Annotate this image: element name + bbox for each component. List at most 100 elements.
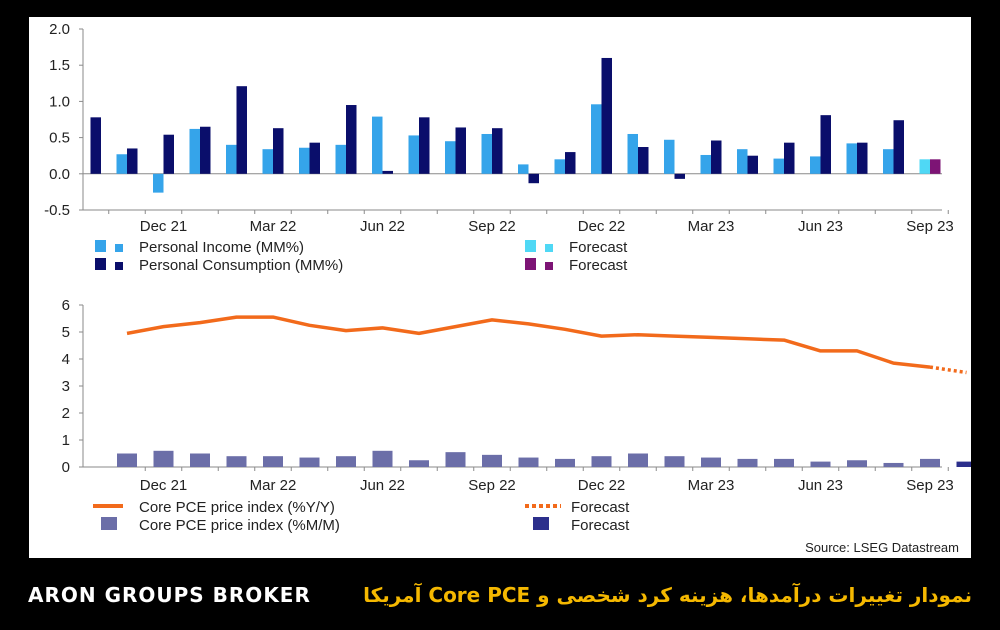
legend-label: Personal Consumption (MM%) xyxy=(139,257,343,274)
legend-label: Personal Income (MM%) xyxy=(139,239,304,256)
bar-income xyxy=(737,149,748,174)
bar-core-mm xyxy=(883,462,904,467)
y-tick-label: 2 xyxy=(62,405,70,422)
bar-income xyxy=(189,128,200,174)
bar-core-mm xyxy=(664,456,685,467)
bar-core-mm xyxy=(226,456,247,467)
bar-core-mm xyxy=(482,454,502,467)
bar-income xyxy=(445,141,456,174)
bar-consumption xyxy=(236,86,247,174)
legend-swatch xyxy=(533,517,549,530)
bar-income xyxy=(153,173,164,193)
chart-panel: 2.0 1.5 1.0 0.5 0.0 -0.5 Dec 21 Mar 22 Jun 22 Sep… xyxy=(29,17,971,558)
bar-core-mm xyxy=(336,456,356,467)
bar-core-mm xyxy=(190,453,210,467)
legend-label: Core PCE price index (%M/M) xyxy=(139,517,340,534)
bar-income xyxy=(846,143,857,174)
bar-core-mm xyxy=(628,453,648,467)
bar-income xyxy=(554,159,565,174)
x-tick-label: Sep 22 xyxy=(468,477,516,494)
x-tick-label: Mar 23 xyxy=(688,218,735,235)
x-tick-label: Jun 22 xyxy=(360,218,405,235)
x-tick-label: Dec 21 xyxy=(140,218,188,235)
bar-consumption xyxy=(346,105,357,174)
bar-core-mm xyxy=(117,453,137,467)
chart-caption: نمودار تغییرات درآمدها، هزینه کرد شخصی و… xyxy=(363,583,972,607)
bar-income xyxy=(408,135,419,174)
legend-swatch xyxy=(545,262,553,270)
bar-core-mm xyxy=(518,457,539,467)
x-tick-label: Dec 21 xyxy=(140,477,188,494)
x-tick-label: Sep 23 xyxy=(906,218,954,235)
bar-income xyxy=(700,154,711,174)
charts-canvas: 2.0 1.5 1.0 0.5 0.0 -0.5 Dec 21 Mar 22 Jun 22 Sep… xyxy=(44,21,971,534)
bar-income xyxy=(116,154,127,174)
x-tick-label: Mar 23 xyxy=(688,477,735,494)
legend-swatch xyxy=(115,244,123,252)
y-tick-label: -0.5 xyxy=(44,202,70,219)
footer-bar: ARON GROUPS BROKER نمودار تغییرات درآمده… xyxy=(0,566,1000,630)
bar-consumption xyxy=(784,142,795,174)
bar-core-mm xyxy=(701,457,721,467)
bar-consumption xyxy=(382,170,393,174)
bar-consumption xyxy=(711,140,722,174)
y-tick-label: 4 xyxy=(62,351,70,368)
y-tick-label: 1.5 xyxy=(49,57,70,74)
legend-swatch xyxy=(101,517,117,530)
bar-core-mm-forecast xyxy=(956,461,971,467)
bar-core-mm xyxy=(299,457,320,467)
y-tick-label: 3 xyxy=(62,378,70,395)
bar-income xyxy=(518,164,529,174)
x-tick-label: Sep 23 xyxy=(906,477,954,494)
legend-swatch xyxy=(95,258,106,270)
x-tick-label: Jun 23 xyxy=(798,218,843,235)
bar-consumption xyxy=(747,155,758,174)
bar-core-mm xyxy=(555,458,575,467)
bar-core-mm xyxy=(810,461,831,467)
x-tick-label: Sep 22 xyxy=(468,218,516,235)
bar-core-mm xyxy=(409,460,429,467)
legend-label: Forecast xyxy=(569,257,628,274)
bar-consumption xyxy=(528,173,539,184)
y-tick-label: 0.5 xyxy=(49,130,70,147)
y-tick-label: 1 xyxy=(62,432,70,449)
legend-label: Forecast xyxy=(569,239,628,256)
y-tick-label: 5 xyxy=(62,324,70,341)
bar-income xyxy=(226,144,237,174)
bar-income xyxy=(335,144,346,174)
bar-core-mm xyxy=(372,450,393,467)
bar-consumption xyxy=(200,126,211,174)
bar-consumption xyxy=(90,117,101,174)
x-tick-label: Dec 22 xyxy=(578,477,626,494)
legend-swatch xyxy=(525,258,536,270)
x-tick-label: Mar 22 xyxy=(250,218,297,235)
bar-consumption xyxy=(565,152,576,174)
bar-consumption xyxy=(857,142,868,174)
bar-consumption xyxy=(163,134,174,174)
bar-core-mm xyxy=(847,460,867,467)
bar-consumption xyxy=(638,147,649,174)
bar-core-mm xyxy=(591,456,612,467)
bar-income xyxy=(883,149,894,174)
bar-consumption xyxy=(127,148,138,174)
line-core-yy-forecast xyxy=(929,365,967,375)
bar-income xyxy=(664,139,675,174)
source-note: Source: LSEG Datastream xyxy=(805,540,959,555)
line-core-yy xyxy=(126,315,931,369)
bar-income xyxy=(773,158,784,174)
bar-core-mm xyxy=(774,458,794,467)
y-tick-label: 0.0 xyxy=(49,166,70,183)
bar-consumption xyxy=(601,57,612,174)
x-tick-label: Mar 22 xyxy=(250,477,297,494)
y-tick-label: 2.0 xyxy=(49,21,70,38)
bar-core-mm xyxy=(737,458,758,467)
y-tick-label: 1.0 xyxy=(49,93,70,110)
bar-core-mm xyxy=(153,450,174,467)
bar-core-mm xyxy=(263,456,283,467)
y-tick-label: 6 xyxy=(62,297,70,314)
bar-consumption xyxy=(820,115,831,174)
legend-swatch xyxy=(115,262,123,270)
bar-consumption xyxy=(492,128,503,174)
bar-consumption xyxy=(309,142,320,174)
legend-label: Forecast xyxy=(571,517,630,534)
